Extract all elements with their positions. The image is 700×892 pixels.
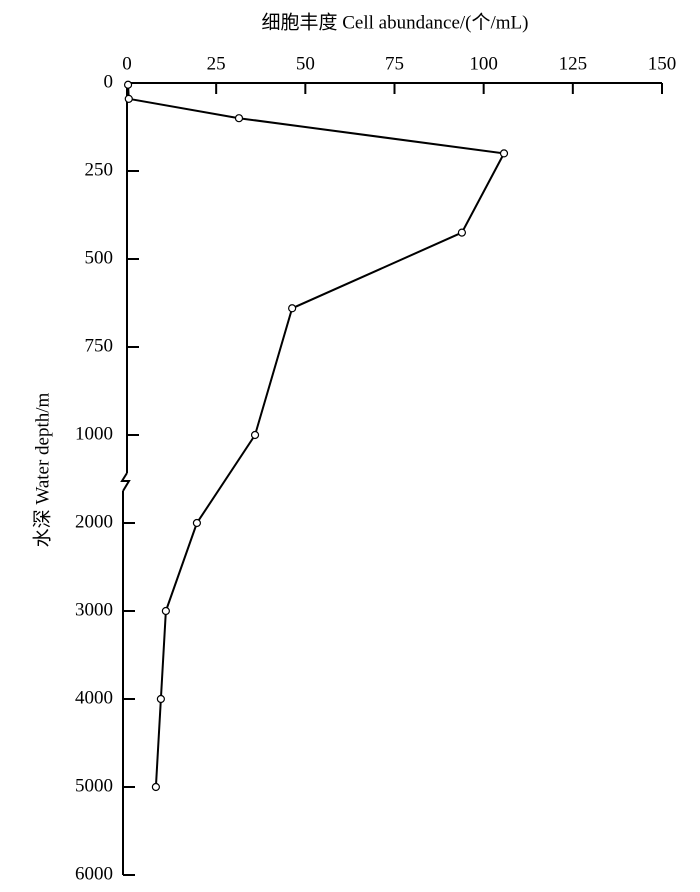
x-tick-label: 125 bbox=[559, 53, 588, 74]
y-tick-label: 1000 bbox=[75, 423, 113, 444]
data-point bbox=[457, 228, 467, 237]
x-axis-label: 细胞丰度 Cell abundance/(个/mL) bbox=[262, 11, 529, 33]
y-tick-label: 500 bbox=[85, 247, 114, 268]
data-point bbox=[156, 694, 165, 704]
axis-break bbox=[120, 472, 131, 492]
x-tick-label: 75 bbox=[385, 53, 404, 74]
y-tick-label: 3000 bbox=[75, 599, 113, 620]
y-tick-label: 6000 bbox=[75, 863, 113, 884]
y-tick-label: 250 bbox=[85, 159, 114, 180]
y-tick-label: 0 bbox=[104, 71, 114, 92]
y-tick-label: 2000 bbox=[75, 511, 113, 532]
x-tick-label: 50 bbox=[296, 53, 315, 74]
data-point bbox=[499, 149, 509, 158]
x-tick-label: 100 bbox=[469, 53, 498, 74]
x-tick-label: 25 bbox=[207, 53, 226, 74]
data-point bbox=[250, 430, 260, 440]
data-point bbox=[288, 304, 297, 313]
data-point bbox=[234, 114, 244, 123]
data-point bbox=[151, 782, 160, 792]
x-tick-label: 0 bbox=[122, 53, 132, 74]
y-tick-label: 4000 bbox=[75, 687, 113, 708]
x-tick-label: 150 bbox=[648, 53, 677, 74]
data-point bbox=[123, 80, 133, 89]
y-tick-label: 750 bbox=[85, 335, 114, 356]
data-point bbox=[192, 518, 202, 528]
y-axis-label: 水深 Water depth/m bbox=[31, 392, 53, 547]
data-point bbox=[161, 606, 170, 616]
y-tick-label: 5000 bbox=[75, 775, 113, 796]
data-line bbox=[127, 84, 506, 788]
data-point bbox=[124, 94, 133, 103]
